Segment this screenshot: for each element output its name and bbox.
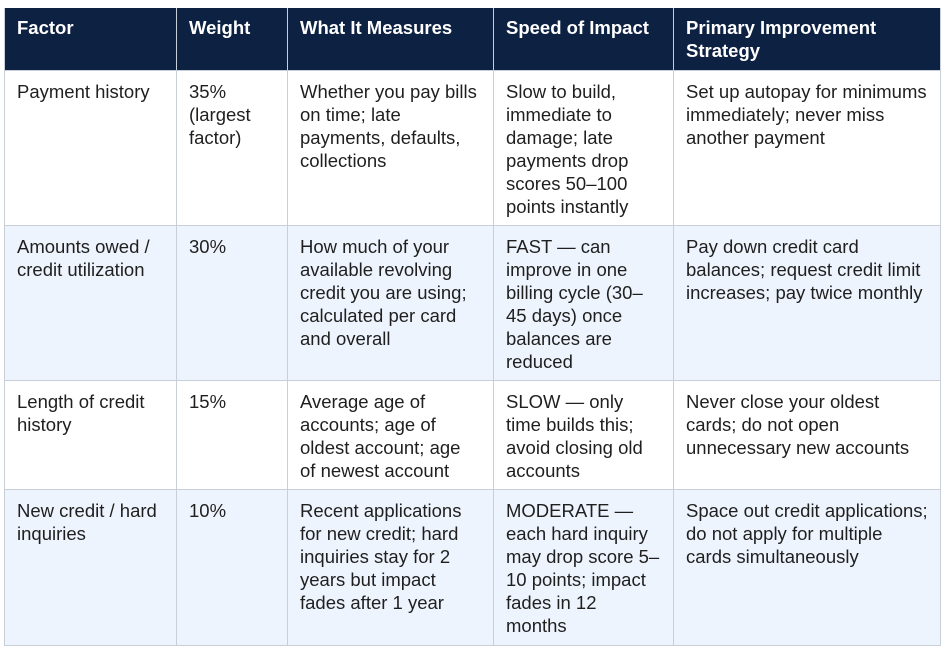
cell-weight: 35% (largest factor) [176,70,288,226]
cell-factor: New credit / hard inquiries [4,489,177,646]
cell-strategy: Never close your oldest cards; do not op… [673,380,941,490]
credit-factors-table: Factor Weight What It Measures Speed of … [4,8,941,646]
header-factor: Factor [4,8,177,71]
cell-factor: Amounts owed / credit utilization [4,225,177,381]
cell-weight: 30% [176,225,288,381]
cell-speed: SLOW — only time builds this; avoid clos… [493,380,674,490]
cell-weight: 10% [176,489,288,646]
cell-measures: How much of your available revolving cre… [287,225,494,381]
cell-strategy: Pay down credit card balances; request c… [673,225,941,381]
table-row: Payment history 35% (largest factor) Whe… [4,70,941,226]
cell-measures: Recent applications for new credit; hard… [287,489,494,646]
cell-measures: Whether you pay bills on time; late paym… [287,70,494,226]
table-row: New credit / hard inquiries 10% Recent a… [4,489,941,646]
header-row: Factor Weight What It Measures Speed of … [4,8,941,71]
credit-factors-table-container: Factor Weight What It Measures Speed of … [4,8,941,646]
cell-speed: FAST — can improve in one billing cycle … [493,225,674,381]
header-weight: Weight [176,8,288,71]
table-row: Length of credit history 15% Average age… [4,380,941,490]
cell-strategy: Set up autopay for minimums immediately;… [673,70,941,226]
header-primary-improvement-strategy: Primary Improvement Strategy [673,8,941,71]
cell-speed: MODERATE — each hard inquiry may drop sc… [493,489,674,646]
cell-measures: Average age of accounts; age of oldest a… [287,380,494,490]
header-speed-of-impact: Speed of Impact [493,8,674,71]
table-header: Factor Weight What It Measures Speed of … [4,8,941,71]
table-row: Amounts owed / credit utilization 30% Ho… [4,225,941,381]
header-what-it-measures: What It Measures [287,8,494,71]
cell-factor: Length of credit history [4,380,177,490]
cell-factor: Payment history [4,70,177,226]
cell-weight: 15% [176,380,288,490]
cell-speed: Slow to build, immediate to damage; late… [493,70,674,226]
cell-strategy: Space out credit applications; do not ap… [673,489,941,646]
table-body: Payment history 35% (largest factor) Whe… [4,70,941,646]
